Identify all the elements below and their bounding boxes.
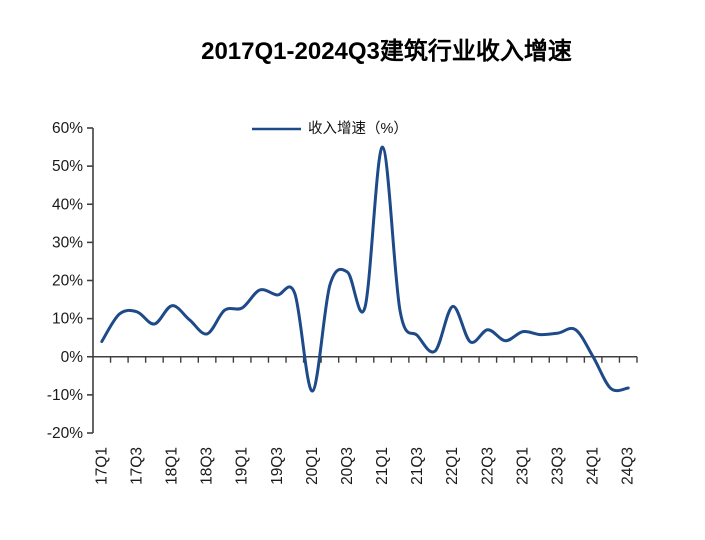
y-axis-label: -10% <box>47 387 83 404</box>
x-axis-label: 20Q1 <box>304 447 321 485</box>
x-axis-label: 21Q3 <box>409 447 426 485</box>
x-axis-label: 17Q3 <box>128 447 145 485</box>
x-axis-label: 19Q3 <box>269 447 286 485</box>
y-axis-label: -20% <box>47 425 83 442</box>
y-axis-label: 20% <box>52 273 83 290</box>
x-axis-label: 21Q1 <box>374 447 391 485</box>
y-axis-label: 50% <box>52 158 83 175</box>
y-axis-label: 60% <box>52 120 83 137</box>
x-axis-label: 20Q3 <box>339 447 356 485</box>
x-axis-label: 17Q1 <box>93 447 110 485</box>
y-axis-label: 40% <box>52 196 83 213</box>
y-axis-label: 10% <box>52 311 83 328</box>
y-axis-label: 0% <box>61 349 84 366</box>
y-axis-label: 30% <box>52 234 83 251</box>
x-axis-label: 18Q1 <box>163 447 180 485</box>
x-axis-label: 23Q3 <box>550 447 567 485</box>
x-axis-label: 19Q1 <box>234 447 251 485</box>
x-axis-label: 22Q1 <box>444 447 461 485</box>
x-axis-label: 24Q1 <box>585 447 602 485</box>
chart-title: 2017Q1-2024Q3建筑行业收入增速 <box>201 38 572 65</box>
x-axis-label: 22Q3 <box>479 447 496 485</box>
legend-label: 收入增速（%） <box>308 120 408 137</box>
x-axis-label: 18Q3 <box>199 447 216 485</box>
x-axis-label: 24Q3 <box>620 447 637 485</box>
revenue-growth-series-line <box>100 145 630 393</box>
x-axis-label: 23Q1 <box>514 447 531 485</box>
